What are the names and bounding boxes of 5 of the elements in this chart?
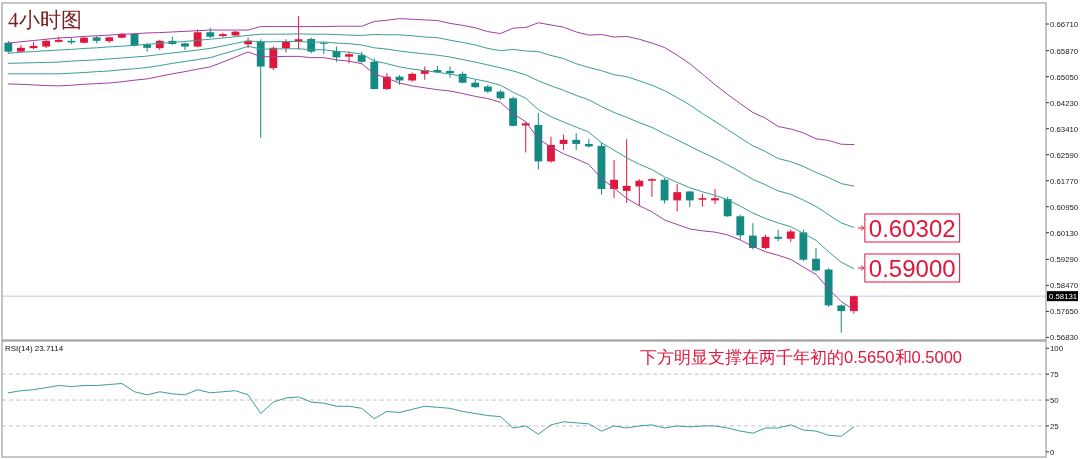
value-callout: 0.60302: [864, 213, 961, 243]
value-callout: 0.59000: [864, 253, 961, 283]
chart-title: RSI(14) 23.7114: [5, 344, 64, 353]
annotation: 下方明显支撑在两千年初的0.5650和0.5000: [640, 348, 962, 366]
chart-title: 4小时图: [8, 8, 82, 32]
